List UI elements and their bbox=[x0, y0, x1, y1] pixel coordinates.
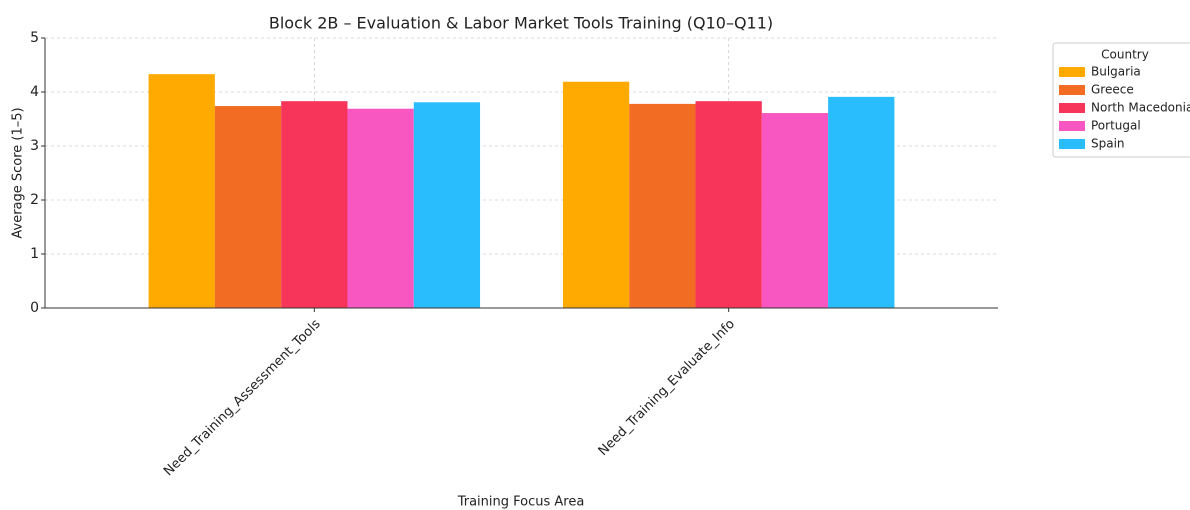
legend-swatch bbox=[1059, 121, 1085, 131]
legend-box bbox=[1052, 42, 1190, 158]
legend-label: Greece bbox=[1091, 83, 1134, 97]
y-tick-label: 2 bbox=[30, 192, 39, 208]
bar bbox=[629, 103, 696, 308]
y-tick-label: 1 bbox=[30, 246, 39, 262]
legend-label: Spain bbox=[1091, 137, 1125, 151]
bar bbox=[695, 101, 762, 309]
x-tick-label: Need_Training_Assessment_Tools bbox=[161, 317, 324, 480]
legend-swatch bbox=[1059, 67, 1085, 77]
y-axis-label: Average Score (1–5) bbox=[11, 107, 26, 238]
bar bbox=[562, 81, 630, 309]
x-axis-label: Training Focus Area bbox=[457, 495, 585, 510]
y-tick-label: 5 bbox=[30, 30, 39, 46]
legend-label: Bulgaria bbox=[1091, 65, 1141, 79]
legend-title: Country bbox=[1101, 48, 1149, 62]
bar bbox=[347, 108, 414, 309]
legend-swatch bbox=[1059, 139, 1085, 149]
legend-label: North Macedonia bbox=[1091, 101, 1190, 115]
legend-label: Portugal bbox=[1091, 119, 1141, 133]
legend-swatch bbox=[1059, 103, 1085, 113]
x-tick-label: Need_Training_Evaluate_Info bbox=[596, 317, 738, 459]
y-tick-label: 0 bbox=[30, 300, 39, 316]
bar bbox=[281, 101, 348, 309]
legend-swatch bbox=[1059, 85, 1085, 95]
bar bbox=[761, 113, 829, 308]
chart-title: Block 2B – Evaluation & Labor Market Too… bbox=[269, 14, 773, 33]
y-tick-label: 3 bbox=[30, 138, 39, 154]
bar bbox=[413, 102, 481, 308]
y-tick-label: 4 bbox=[30, 84, 39, 100]
bar bbox=[148, 74, 215, 309]
bar bbox=[828, 96, 895, 308]
bar bbox=[214, 106, 282, 308]
